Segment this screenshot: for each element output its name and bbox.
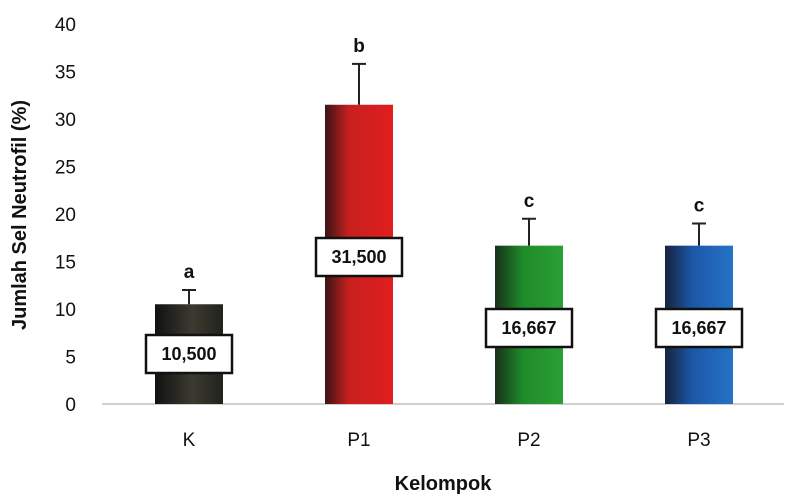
x-tick-label: P1: [347, 430, 370, 451]
x-axis-category-labels: K P1 P2 P3: [183, 430, 711, 451]
x-tick-label: P2: [517, 430, 540, 451]
bar-group: a 10,500: [144, 262, 234, 404]
data-label: 10,500: [161, 344, 216, 364]
significance-letter: c: [524, 191, 535, 212]
y-tick-label: 10: [55, 300, 76, 321]
y-axis-title: Jumlah Sel Neutrofil (%): [9, 100, 31, 330]
x-tick-label: P3: [687, 430, 710, 451]
x-axis-title: Kelompok: [395, 473, 493, 495]
y-axis-ticks: 0 5 10 15 20 25 30 35 40: [55, 15, 76, 416]
bar-group: c 16,667: [484, 191, 574, 404]
y-tick-label: 35: [55, 63, 76, 84]
bars: a 10,500 b 31,500 c 16,667 c 16,667: [144, 36, 744, 404]
significance-letter: c: [694, 196, 705, 217]
data-label: 31,500: [331, 247, 386, 267]
y-tick-label: 30: [55, 110, 76, 131]
y-tick-label: 15: [55, 253, 76, 274]
data-label-box: [654, 307, 744, 349]
y-tick-label: 0: [65, 395, 76, 416]
data-label-box: [484, 307, 574, 349]
data-label: 16,667: [501, 318, 556, 338]
bar-group: b 31,500: [314, 36, 404, 404]
data-label-box: [314, 236, 404, 278]
data-label-box: [144, 333, 234, 375]
significance-letter: a: [184, 262, 195, 283]
data-label: 16,667: [671, 318, 726, 338]
y-tick-label: 5: [65, 348, 76, 369]
x-tick-label: K: [183, 430, 196, 451]
bar-group: c 16,667: [654, 196, 744, 404]
y-tick-label: 20: [55, 205, 76, 226]
y-tick-label: 40: [55, 15, 76, 36]
y-tick-label: 25: [55, 158, 76, 179]
significance-letter: b: [353, 36, 365, 57]
